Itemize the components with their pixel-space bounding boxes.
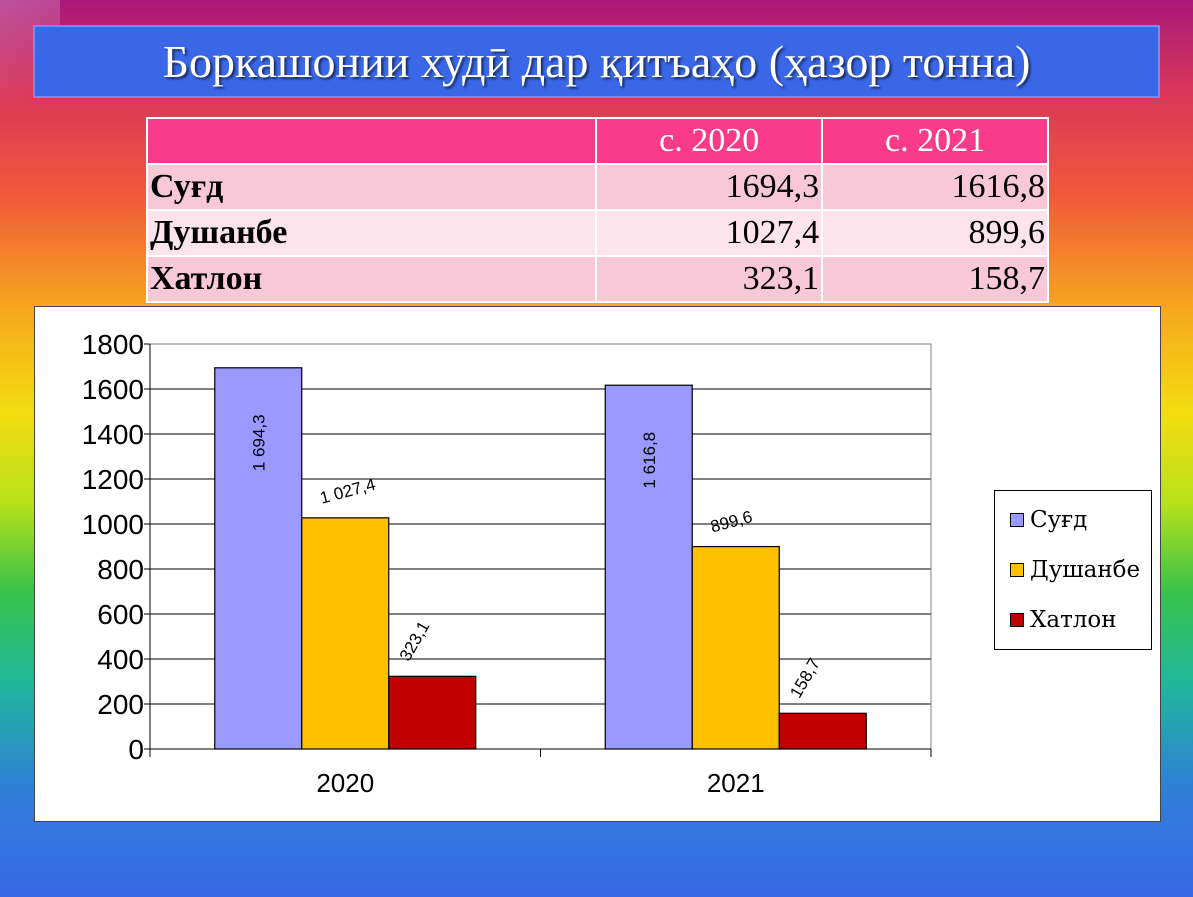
row-value-2021: 158,7: [821, 255, 1049, 303]
bar: [301, 517, 390, 750]
y-tick-label: 1200: [82, 464, 144, 495]
legend-label: Душанбе: [1030, 557, 1141, 583]
data-label: 899,6: [708, 507, 754, 536]
data-table: с. 2020 с. 2021 Суғд 1694,3 1616,8 Душан…: [145, 117, 1049, 303]
legend-label: Суғд: [1030, 507, 1088, 533]
legend-item: Душанбе: [1010, 557, 1140, 583]
table-header-row: с. 2020 с. 2021: [145, 117, 1049, 165]
y-tick-label: 1800: [82, 329, 144, 360]
data-label: 1 616,8: [640, 432, 659, 489]
y-tick-label: 800: [97, 554, 144, 585]
row-value-2021: 1616,8: [821, 163, 1049, 211]
row-value-2020: 323,1: [595, 255, 824, 303]
y-tick-label: 200: [97, 689, 144, 720]
table-header-cell: с. 2021: [821, 117, 1049, 165]
y-tick-label: 600: [97, 599, 144, 630]
bar-chart: 0 200 400 600 800 1000 1200 1400 1600 1800 1 694,3…: [82, 329, 932, 798]
row-value-2021: 899,6: [821, 209, 1049, 257]
row-name: Душанбе: [145, 209, 598, 257]
legend-item: Хатлон: [1010, 607, 1117, 633]
bar: [604, 384, 693, 750]
legend-swatch: [1010, 513, 1024, 527]
table-row: Суғд 1694,3 1616,8: [145, 163, 1049, 211]
table-header-cell: [145, 117, 598, 165]
table-row: Душанбе 1027,4 899,6: [145, 209, 1049, 257]
y-tick-label: 400: [97, 644, 144, 675]
y-tick-label: 1400: [82, 419, 144, 450]
data-label: 158,7: [786, 655, 824, 701]
row-name: Суғд: [145, 163, 598, 211]
legend-item: Суғд: [1010, 507, 1087, 533]
row-name: Хатлон: [145, 255, 598, 303]
table-header-cell: с. 2020: [595, 117, 824, 165]
page-title: Боркашонии худӣ дар қитъаҳо (ҳазор тонна…: [162, 36, 1031, 87]
legend-label: Хатлон: [1030, 607, 1117, 633]
table-row: Хатлон 323,1 158,7: [145, 255, 1049, 303]
bar: [388, 675, 477, 750]
y-tick-label: 1600: [82, 374, 144, 405]
row-value-2020: 1027,4: [595, 209, 824, 257]
x-tick-label: 2021: [707, 768, 765, 798]
data-label: 1 027,4: [318, 475, 378, 508]
data-label: 323,1: [396, 618, 434, 664]
data-label: 1 694,3: [249, 414, 268, 471]
legend-swatch: [1010, 613, 1024, 627]
title-banner: Боркашонии худӣ дар қитъаҳо (ҳазор тонна…: [33, 25, 1160, 98]
chart-panel: 0 200 400 600 800 1000 1200 1400 1600 1800 1 694,3…: [34, 306, 1161, 822]
y-tick-label: 1000: [82, 509, 144, 540]
bar: [214, 367, 303, 750]
legend-swatch: [1010, 563, 1024, 577]
row-value-2020: 1694,3: [595, 163, 824, 211]
chart-legend: Суғд Душанбе Хатлон: [994, 490, 1152, 650]
bar: [778, 712, 867, 750]
y-tick-label: 0: [128, 734, 144, 765]
bar: [691, 545, 780, 750]
x-tick-label: 2020: [316, 768, 374, 798]
